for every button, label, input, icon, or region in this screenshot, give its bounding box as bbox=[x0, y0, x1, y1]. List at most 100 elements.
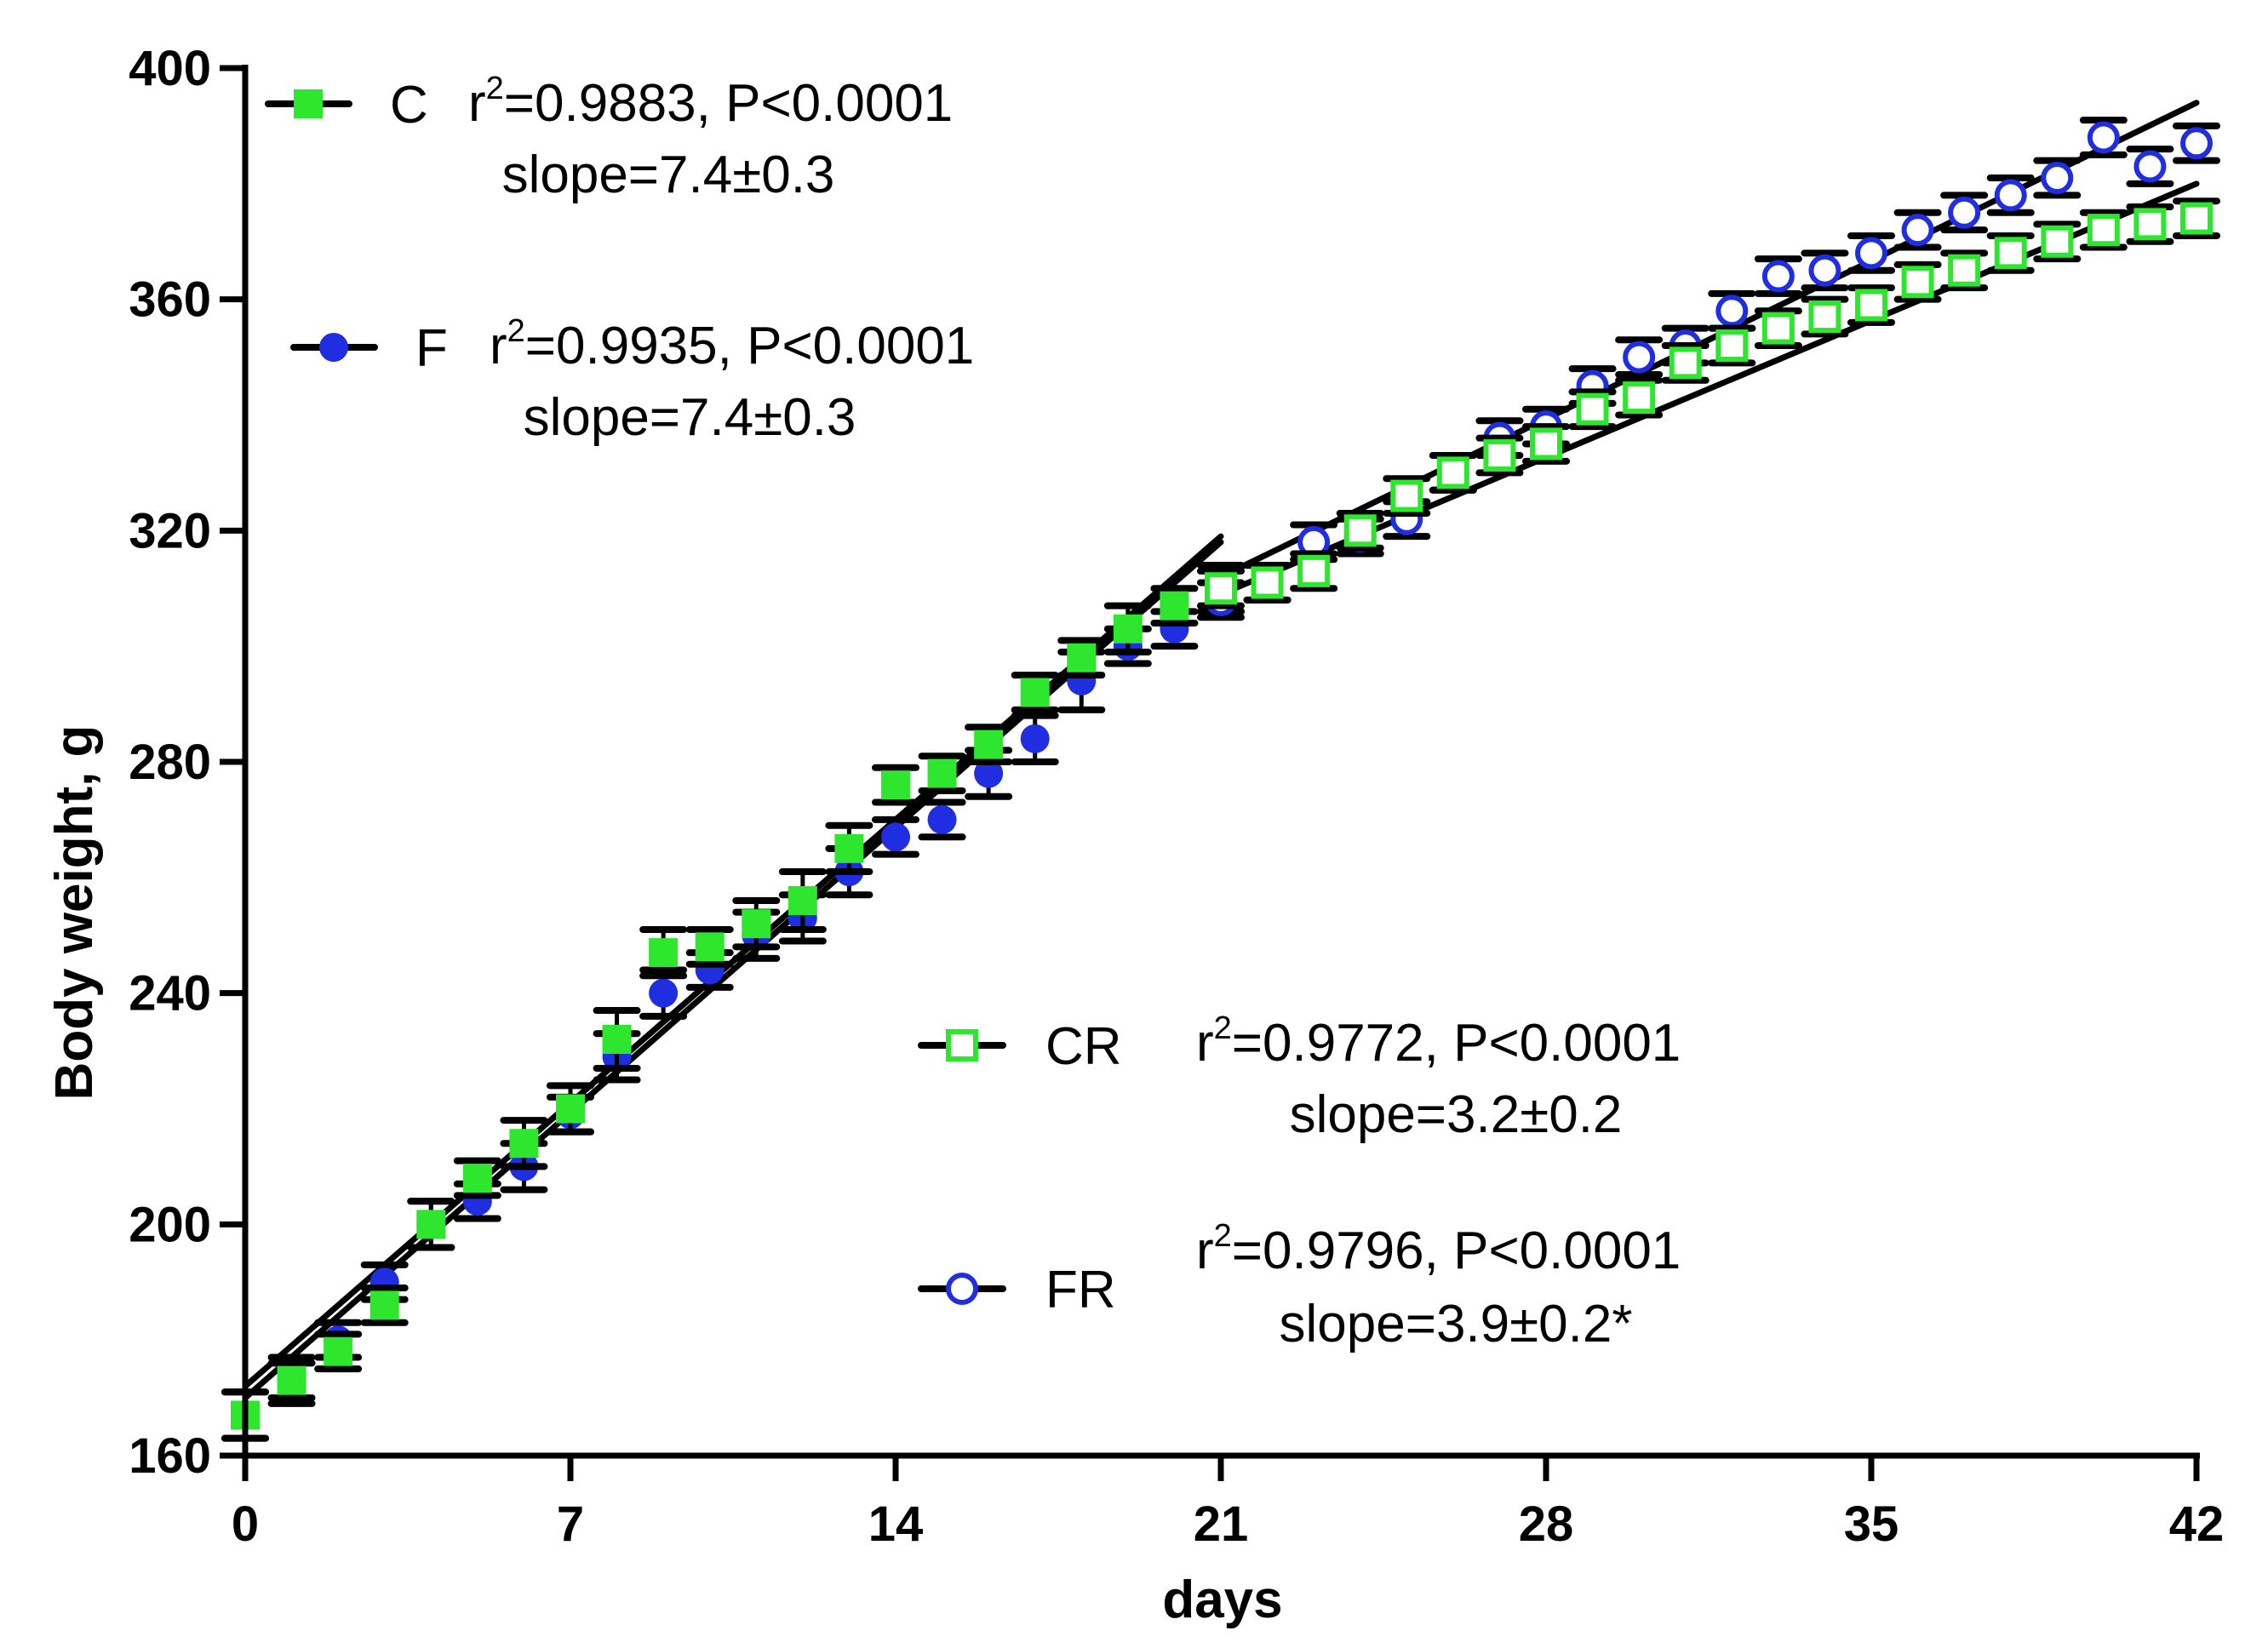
data-point-cr bbox=[1901, 266, 1934, 299]
legend-r-symbol: r bbox=[1196, 1014, 1214, 1073]
data-point-c bbox=[556, 1094, 585, 1124]
data-point-cr bbox=[1623, 381, 1656, 415]
legend-r2-value: =0.9883, P<0.0001 bbox=[504, 74, 953, 133]
y-tick-label: 200 bbox=[129, 1197, 211, 1252]
legend-r2-f: r2=0.9935, P<0.0001 bbox=[490, 313, 974, 375]
data-point-fr bbox=[2133, 150, 2167, 183]
y-axis-title: Body weight, g bbox=[45, 725, 104, 1101]
data-point-fr bbox=[1808, 254, 1841, 287]
data-point-c bbox=[834, 833, 864, 863]
data-point-c bbox=[324, 1336, 353, 1366]
data-point-fr bbox=[1901, 214, 1934, 247]
legend-slope-f: slope=7.4±0.3 bbox=[524, 388, 856, 447]
data-point-fr bbox=[1948, 196, 1981, 229]
legend-r-symbol: r bbox=[490, 317, 507, 375]
data-point-fr bbox=[1623, 340, 1656, 374]
data-point-f bbox=[1020, 724, 1050, 753]
data-point-c bbox=[927, 758, 957, 788]
legend-r-superscript: 2 bbox=[486, 71, 504, 106]
data-point-c bbox=[742, 909, 771, 939]
data-point-c bbox=[974, 730, 1004, 759]
legend-marker-fr bbox=[946, 1273, 978, 1305]
data-point-c bbox=[416, 1210, 446, 1239]
y-tick-label: 320 bbox=[129, 503, 211, 558]
regression-line-cr bbox=[1217, 180, 2200, 598]
legend-r-symbol: r bbox=[468, 74, 486, 133]
data-point-fr bbox=[2041, 162, 2074, 195]
x-axis-title: days bbox=[1162, 1571, 1282, 1629]
legend-label-cr: CR bbox=[1045, 1017, 1122, 1076]
legend-r-superscript: 2 bbox=[1214, 1218, 1232, 1254]
legend-r-superscript: 2 bbox=[1214, 1010, 1232, 1046]
data-point-cr bbox=[1436, 456, 1469, 489]
data-point-cr bbox=[1715, 329, 1749, 362]
data-point-c bbox=[369, 1290, 399, 1320]
data-point-fr bbox=[2087, 121, 2120, 154]
legend-label-fr: FR bbox=[1045, 1261, 1116, 1319]
data-point-fr bbox=[1715, 295, 1749, 328]
data-point-c bbox=[462, 1164, 492, 1193]
legend-r-superscript: 2 bbox=[507, 313, 525, 349]
regression-line-f bbox=[242, 533, 1224, 1389]
x-tick-label: 0 bbox=[232, 1496, 259, 1552]
data-point-c bbox=[1020, 678, 1050, 707]
data-point-c bbox=[788, 886, 817, 915]
legend-r-symbol: r bbox=[1196, 1222, 1214, 1280]
data-point-cr bbox=[1343, 514, 1377, 547]
legend-marker-cr bbox=[946, 1029, 978, 1061]
legend-r2-c: r2=0.9883, P<0.0001 bbox=[468, 71, 953, 133]
data-point-cr bbox=[1576, 392, 1609, 426]
legend-r2-value: =0.9935, P<0.0001 bbox=[525, 317, 974, 375]
x-tick-label: 21 bbox=[1194, 1496, 1249, 1552]
legend-slope-fr: slope=3.9±0.2* bbox=[1280, 1295, 1633, 1353]
legend-slope-cr: slope=3.2±0.2 bbox=[1290, 1085, 1623, 1144]
y-tick-label: 360 bbox=[129, 272, 211, 328]
data-point-f bbox=[881, 822, 910, 852]
data-point-cr bbox=[1483, 439, 1516, 472]
regression-line-fr bbox=[1217, 100, 2200, 581]
legend-r2-cr: r2=0.9772, P<0.0001 bbox=[1196, 1010, 1681, 1073]
data-point-cr bbox=[1808, 300, 1841, 334]
legend-label-c: C bbox=[390, 76, 428, 134]
data-point-c bbox=[1160, 591, 1189, 621]
axes: 160 200 240 280 320 360 400 0 7 14 21 28 35 42 bbox=[129, 41, 2224, 1552]
data-point-fr bbox=[1994, 179, 2027, 212]
legend-entry-fr: FR r2=0.9796, P<0.0001 slope=3.9±0.2* bbox=[918, 1218, 1681, 1353]
data-point-c bbox=[649, 938, 679, 968]
data-point-fr bbox=[1761, 260, 1795, 293]
data-point-cr bbox=[2087, 214, 2120, 247]
data-point-cr bbox=[1994, 237, 2027, 270]
data-point-fr bbox=[2180, 127, 2213, 160]
y-tick-label: 400 bbox=[129, 41, 211, 96]
data-point-c bbox=[277, 1365, 306, 1395]
data-point-cr bbox=[1205, 572, 1237, 605]
y-tick-label: 280 bbox=[129, 735, 211, 790]
data-point-c bbox=[695, 932, 724, 962]
data-point-cr bbox=[2041, 225, 2074, 258]
legend-marker-c bbox=[294, 89, 323, 118]
y-tick-label: 240 bbox=[129, 966, 211, 1021]
data-point-cr bbox=[1251, 566, 1284, 599]
data-point-c bbox=[509, 1129, 539, 1159]
legend-entry-cr: CR r2=0.9772, P<0.0001 slope=3.2±0.2 bbox=[918, 1010, 1681, 1144]
legend-marker-f bbox=[319, 333, 348, 362]
data-point-f bbox=[649, 978, 679, 1008]
legend-slope-c: slope=7.4±0.3 bbox=[502, 146, 835, 204]
data-point-f bbox=[974, 758, 1004, 788]
data-point-cr bbox=[2133, 208, 2167, 241]
data-point-f bbox=[927, 804, 957, 834]
data-point-c bbox=[1113, 614, 1143, 644]
y-tick-label: 160 bbox=[129, 1428, 211, 1484]
legend-r2-fr: r2=0.9796, P<0.0001 bbox=[1196, 1218, 1681, 1280]
regression-line-c bbox=[242, 539, 1224, 1401]
data-point-cr bbox=[1530, 427, 1562, 461]
legend-label-f: F bbox=[415, 319, 448, 378]
x-tick-label: 35 bbox=[1844, 1496, 1899, 1552]
x-tick-label: 14 bbox=[868, 1496, 924, 1552]
data-point-cr bbox=[1297, 554, 1331, 587]
data-point-cr bbox=[1948, 254, 1981, 287]
